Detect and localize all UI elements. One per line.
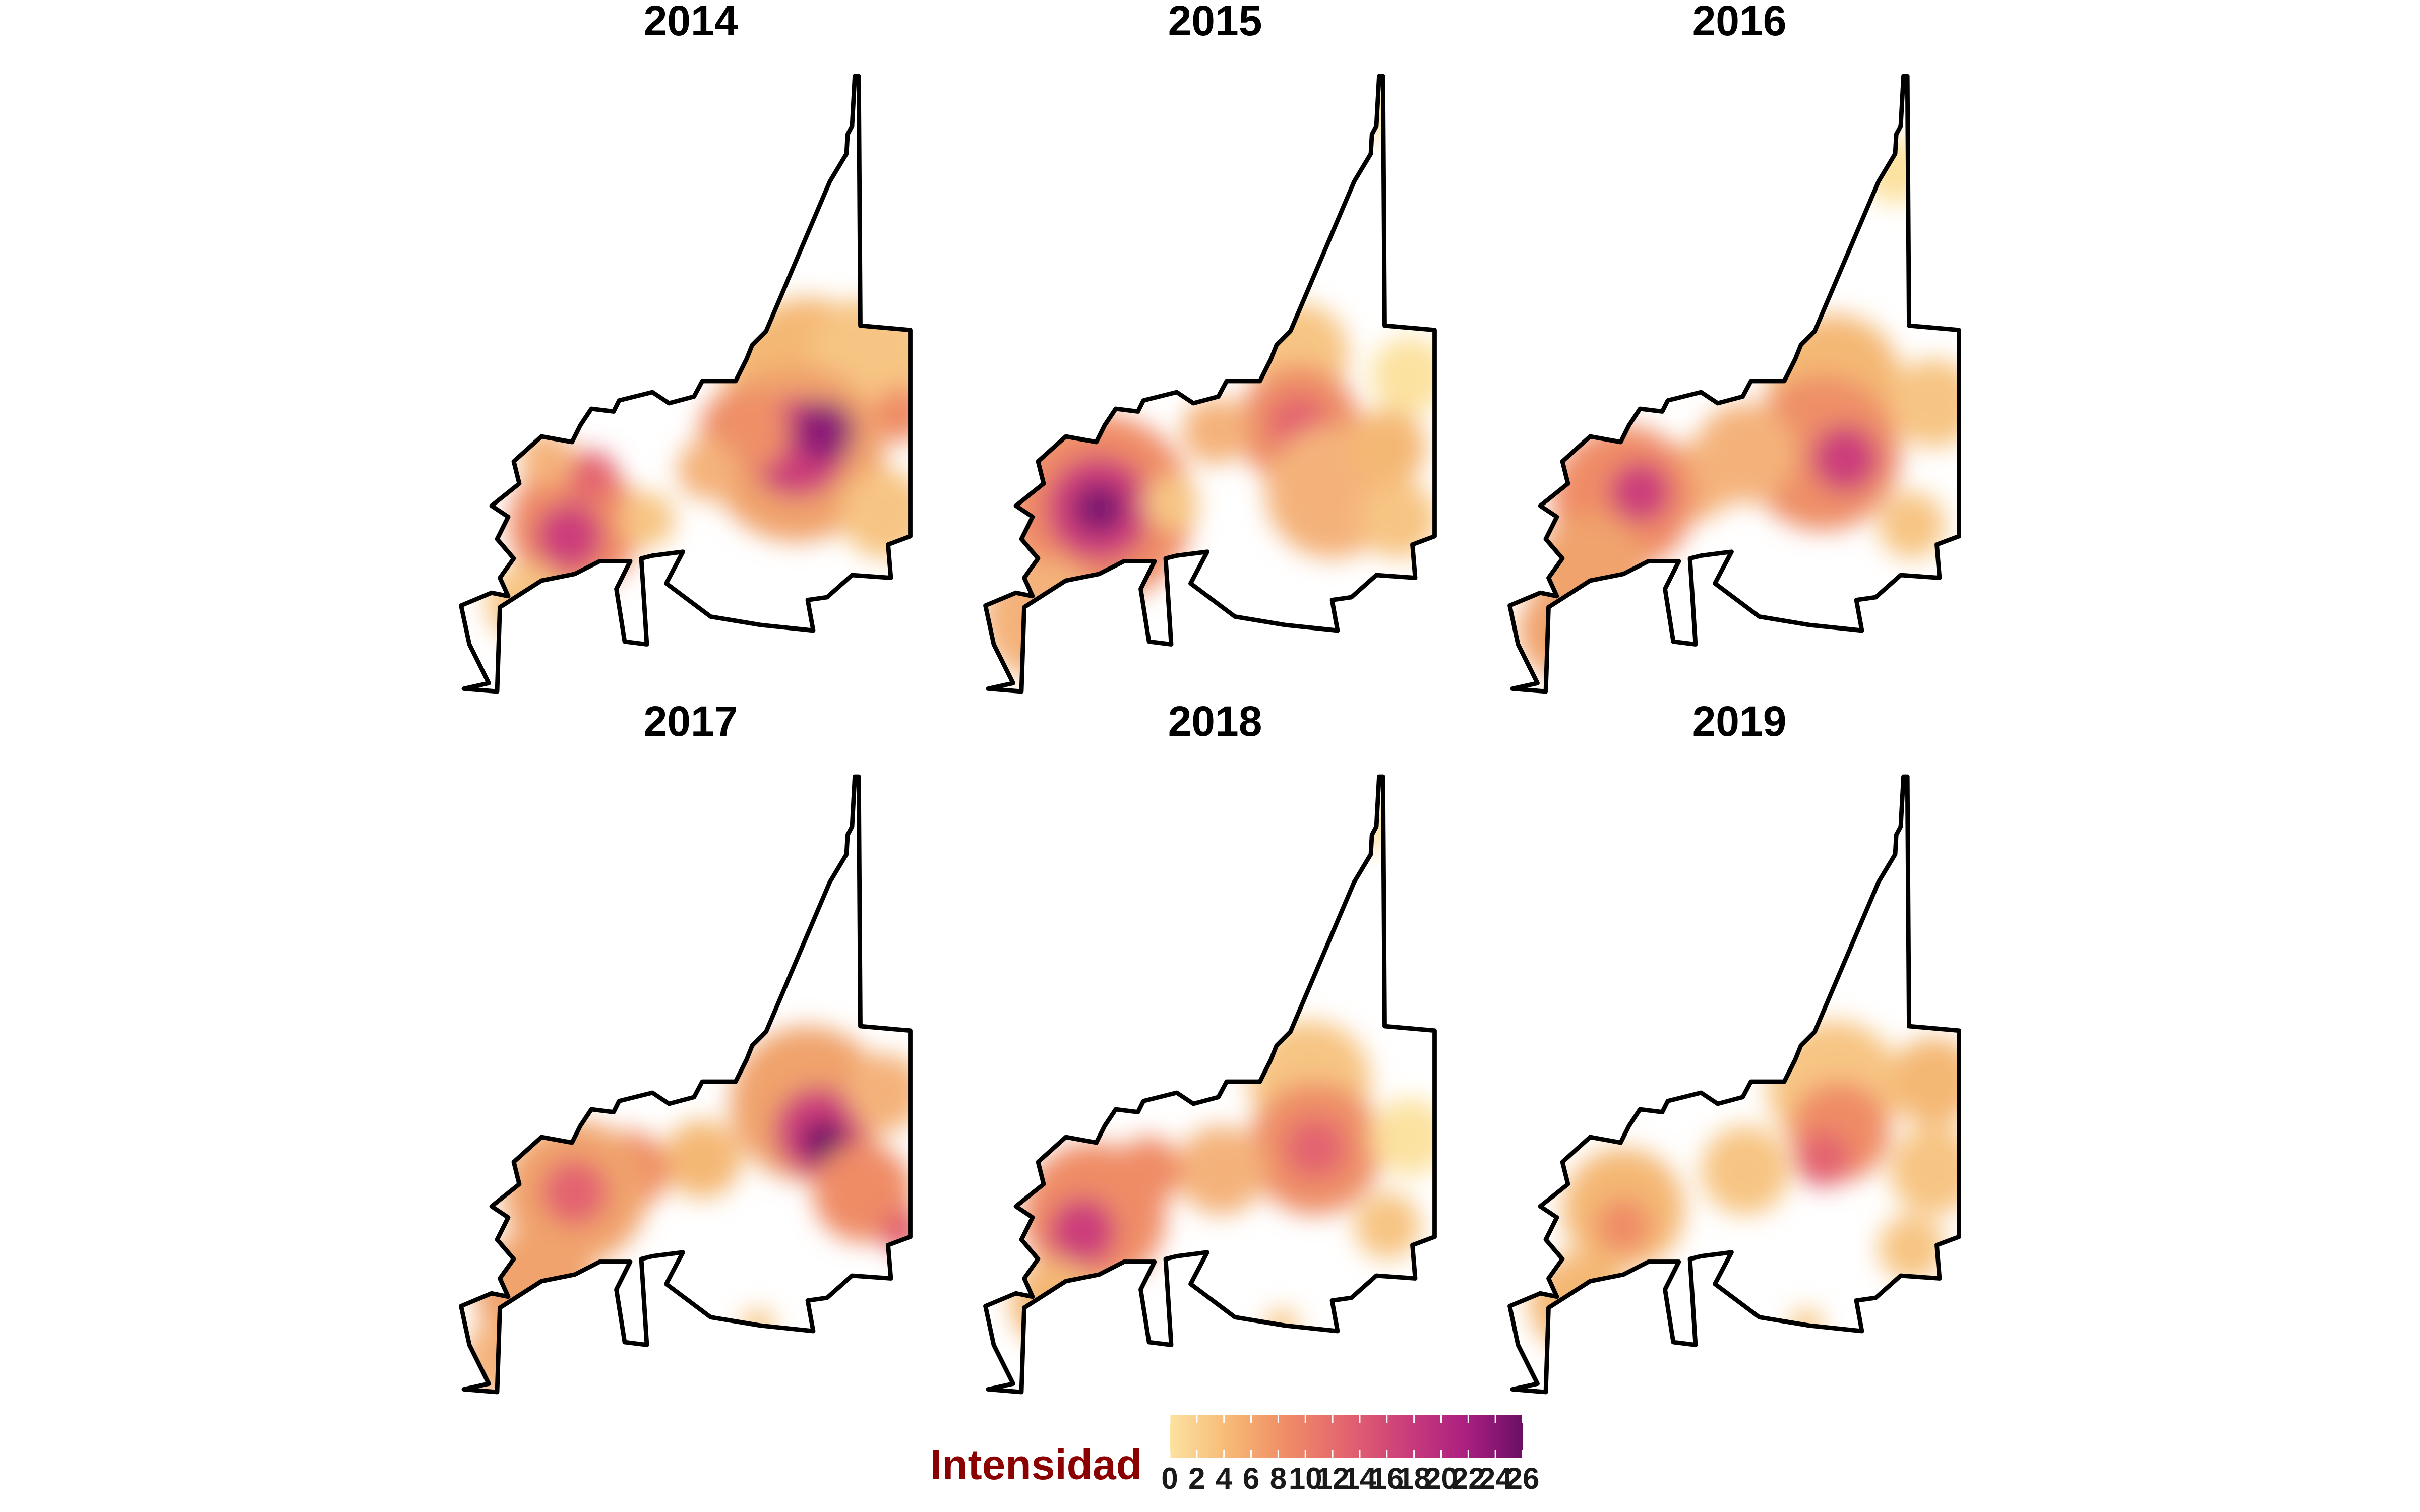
density-surface [464,1026,911,1393]
legend-tick-label: 6 [1243,1462,1259,1495]
legend-tick-label: 4 [1216,1462,1233,1495]
panel-title: 2017 [644,698,738,745]
legend-tick-label: 8 [1270,1462,1287,1495]
panel-2019: 2019 [1510,698,1979,1392]
panel-2016: 2016 [1510,0,1979,691]
panel-2018: 2018 [986,698,1449,1392]
legend-colorbar [1170,1415,1523,1458]
legend-tick-label: 24 [1479,1462,1512,1495]
legend-title: Intensidad [930,1441,1142,1488]
municipality-boundary [986,76,1435,691]
panel-title: 2019 [1692,698,1787,745]
legend-tick-label: 26 [1506,1462,1540,1495]
panel-title: 2018 [1168,698,1262,745]
legend-tick-label: 14 [1343,1462,1377,1495]
legend-tick-label: 18 [1397,1462,1431,1495]
legend-tick-marks [1169,1415,1524,1458]
density-surface [985,93,1435,681]
legend-tick-label: 16 [1370,1462,1404,1495]
legend-tick-label: 20 [1424,1462,1458,1495]
legend-tick-label: 22 [1451,1462,1485,1495]
legend-tick-label: 2 [1188,1462,1205,1495]
panel-2015: 2015 [983,0,1448,691]
density-surface [1529,1021,1959,1353]
legend-tick-label: 0 [1161,1462,1178,1495]
panel-2017: 2017 [461,698,925,1398]
legend-tick-label: 12 [1316,1462,1350,1495]
panel-title: 2014 [644,0,738,44]
legend-tick-label: 10 [1289,1462,1322,1495]
panel-title: 2016 [1692,0,1787,44]
density-surface [486,298,911,642]
panel-title: 2015 [1168,0,1262,44]
panel-2014: 2014 [461,0,933,691]
